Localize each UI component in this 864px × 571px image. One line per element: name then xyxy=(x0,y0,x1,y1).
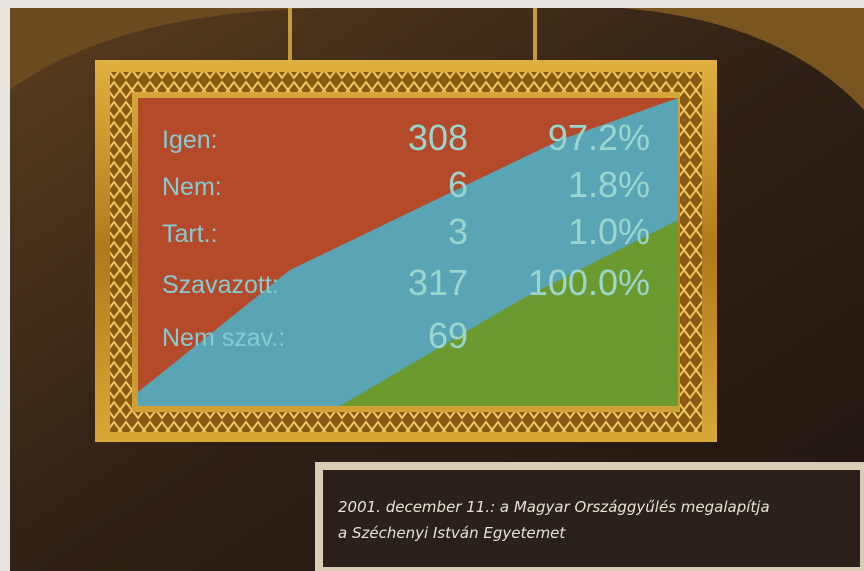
photo: Igen: 308 97.2% Nem: 6 1.8% Tart.: 3 1.0% Szavazo… xyxy=(0,0,864,571)
row-percent: 1.8% xyxy=(568,164,650,205)
frame-ornament xyxy=(110,412,702,432)
row-percent: 100.0% xyxy=(528,262,650,303)
row-count: 308 xyxy=(408,117,468,158)
row-percent: 97.2% xyxy=(548,117,650,158)
frame-ornament xyxy=(110,72,702,92)
row-label: Igen: xyxy=(162,126,218,154)
row-count: 6 xyxy=(448,164,468,205)
caption-line: 2001. december 11.: a Magyar Országgyűlé… xyxy=(338,498,770,516)
row-label: Szavazott: xyxy=(162,271,279,299)
caption-line: a Széchenyi István Egyetemet xyxy=(338,524,566,542)
row-label: Nem: xyxy=(162,173,222,201)
caption-box xyxy=(319,466,864,571)
row-percent: 1.0% xyxy=(568,211,650,252)
frame-ornament xyxy=(110,92,132,412)
row-count: 3 xyxy=(448,211,468,252)
row-count: 69 xyxy=(428,315,468,356)
frame-ornament xyxy=(680,92,702,412)
row-count: 317 xyxy=(408,262,468,303)
row-label: Tart.: xyxy=(162,220,218,248)
row-label: Nem szav.: xyxy=(162,324,285,352)
